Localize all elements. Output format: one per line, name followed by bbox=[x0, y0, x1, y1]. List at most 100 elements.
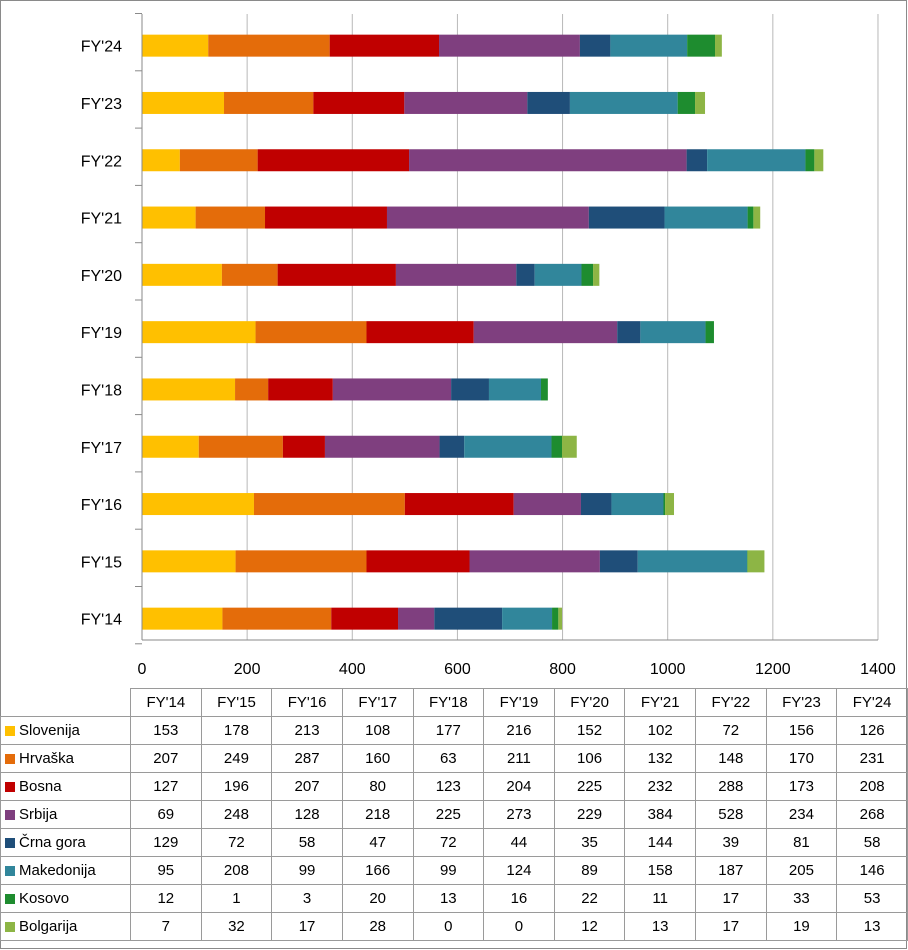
bar-segment bbox=[516, 263, 535, 286]
data-table-cell: 225 bbox=[412, 800, 485, 829]
bar-segment bbox=[552, 607, 559, 630]
bar-segment bbox=[611, 493, 664, 516]
bar-segment bbox=[593, 263, 600, 286]
data-table-cell: 170 bbox=[765, 744, 838, 773]
data-table-cell: 108 bbox=[341, 716, 414, 745]
bar-segment bbox=[610, 34, 688, 57]
legend-label: Bosna bbox=[19, 778, 62, 795]
data-table-column-header: FY'23 bbox=[765, 688, 838, 717]
table-row: Kosovo 12 1 3 20 13 16 22 11 17 33 53 bbox=[0, 884, 908, 913]
bar-segment bbox=[332, 378, 452, 401]
data-table-cell: 204 bbox=[483, 772, 555, 801]
bar-segment bbox=[747, 550, 765, 573]
data-table-cell: 12 bbox=[130, 884, 202, 913]
bar-segment bbox=[222, 607, 332, 630]
legend-entry: Bosna bbox=[0, 772, 131, 801]
bar-segment bbox=[464, 435, 552, 458]
bar-segment bbox=[715, 34, 722, 57]
bar-segment bbox=[409, 149, 687, 172]
data-table-cell: 249 bbox=[200, 744, 273, 773]
data-table-cell: 128 bbox=[271, 800, 343, 829]
data-table-cell: 273 bbox=[483, 800, 555, 829]
category-label: FY'22 bbox=[81, 153, 122, 170]
legend-label: Črna gora bbox=[19, 834, 86, 851]
data-table-column-header: FY'14 bbox=[130, 688, 202, 717]
data-table-cell: 3 bbox=[271, 884, 343, 913]
data-table-cell: 129 bbox=[130, 828, 202, 857]
category-label: FY'17 bbox=[81, 440, 122, 457]
bar-segment bbox=[195, 206, 266, 229]
bar-segment bbox=[451, 378, 489, 401]
x-tick-labels: 0 200 400 600 800 1000 1200 1400 bbox=[138, 661, 896, 678]
data-table-cell: 7 bbox=[130, 912, 202, 941]
table-row: Bosna 127 196 207 80 123 204 225 232 288 173 208 bbox=[0, 772, 908, 801]
bar-segment bbox=[142, 607, 223, 630]
data-table-cell: 47 bbox=[341, 828, 414, 857]
x-tick-label: 0 bbox=[138, 661, 147, 678]
legend-swatch bbox=[5, 866, 15, 876]
bar-segment bbox=[404, 493, 514, 516]
data-table-cell: 81 bbox=[765, 828, 838, 857]
bar-segment bbox=[265, 206, 387, 229]
data-table-corner bbox=[0, 688, 131, 717]
data-table-cell: 19 bbox=[765, 912, 838, 941]
data-table-header: FY'14 FY'15 FY'16 FY'17 FY'18 FY'19 FY'20 FY'21… bbox=[0, 688, 908, 717]
data-table-cell: 207 bbox=[130, 744, 202, 773]
data-table-cell: 58 bbox=[836, 828, 908, 857]
data-table-cell: 152 bbox=[553, 716, 626, 745]
data-table-column-header: FY'15 bbox=[200, 688, 273, 717]
bar-segment bbox=[562, 435, 577, 458]
data-table-cell: 123 bbox=[412, 772, 485, 801]
bar-segment bbox=[282, 435, 325, 458]
data-table-cell: 288 bbox=[695, 772, 767, 801]
data-table-cell: 17 bbox=[695, 912, 767, 941]
legend-entry: Kosovo bbox=[0, 884, 131, 913]
data-table-cell: 166 bbox=[341, 856, 414, 885]
bar-segment bbox=[331, 607, 399, 630]
data-table-column-header: FY'20 bbox=[553, 688, 626, 717]
data-table-column-header: FY'19 bbox=[483, 688, 555, 717]
bar-segment bbox=[253, 493, 405, 516]
table-row: Črna gora 129 72 58 47 72 44 35 144 39 81 58 bbox=[0, 828, 908, 857]
x-tick-label: 400 bbox=[339, 661, 366, 678]
bar-segment bbox=[569, 91, 678, 114]
data-table-cell: 95 bbox=[130, 856, 202, 885]
data-table-column-header: FY'16 bbox=[271, 688, 343, 717]
data-table-column-header: FY'21 bbox=[624, 688, 696, 717]
bar-segment bbox=[255, 321, 367, 344]
data-table-cell: 72 bbox=[200, 828, 273, 857]
bar-segment bbox=[268, 378, 333, 401]
legend-entry: Črna gora bbox=[0, 828, 131, 857]
category-label: FY'24 bbox=[81, 39, 122, 56]
bar-segment bbox=[705, 321, 714, 344]
bar-segment bbox=[747, 550, 748, 573]
x-tick-label: 200 bbox=[234, 661, 261, 678]
bar-segment bbox=[664, 206, 748, 229]
bar-segment bbox=[179, 149, 258, 172]
bar-segment bbox=[551, 435, 563, 458]
data-table-cell: 102 bbox=[624, 716, 696, 745]
data-table-cell: 20 bbox=[341, 884, 414, 913]
axes bbox=[135, 13, 878, 645]
bar-segment bbox=[142, 206, 196, 229]
data-table-body: Slovenija 153 178 213 108 177 216 152 102 72 156 12… bbox=[0, 716, 908, 941]
data-table-cell: 33 bbox=[765, 884, 838, 913]
x-tick-label: 1400 bbox=[860, 661, 896, 678]
bar-segment bbox=[541, 378, 548, 401]
bar-segment bbox=[579, 34, 611, 57]
x-tick-label: 800 bbox=[549, 661, 576, 678]
bar-segment bbox=[640, 321, 706, 344]
table-row: Hrvaška 207 249 287 160 63 211 106 132 148 170 231 bbox=[0, 744, 908, 773]
bar-segment bbox=[277, 263, 396, 286]
data-table-cell: 156 bbox=[765, 716, 838, 745]
data-table-cell: 225 bbox=[553, 772, 626, 801]
bar-segment bbox=[473, 321, 618, 344]
legend-entry: Srbija bbox=[0, 800, 131, 829]
data-table-cell: 146 bbox=[836, 856, 908, 885]
data-table-cell: 268 bbox=[836, 800, 908, 829]
legend-label: Srbija bbox=[19, 806, 58, 823]
x-tick-label: 1200 bbox=[755, 661, 791, 678]
data-table-cell: 32 bbox=[200, 912, 273, 941]
category-labels: FY'14 FY'15 FY'16 FY'17 FY'18 FY'19 FY'20 FY'21… bbox=[81, 39, 122, 629]
